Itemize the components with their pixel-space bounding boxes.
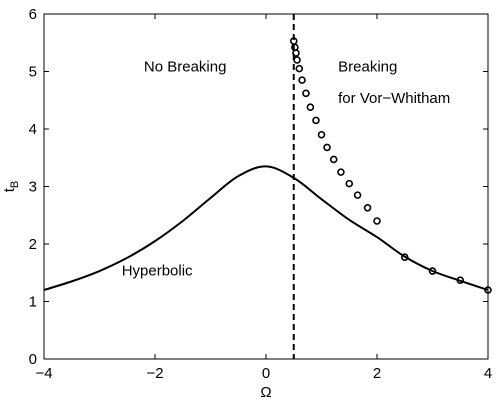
circle-marker-point xyxy=(373,217,381,225)
circle-marker-point xyxy=(317,130,326,139)
x-tick-label: 4 xyxy=(484,365,492,382)
solid-series-line xyxy=(43,165,489,291)
circle-marker-point xyxy=(312,116,320,125)
x-tick-label: −4 xyxy=(35,365,52,382)
y-tick-label: 6 xyxy=(29,6,37,23)
x-tick-label: −2 xyxy=(146,365,163,382)
y-axis-label-subscript: B xyxy=(9,181,21,188)
circle-marker-point xyxy=(323,143,331,152)
y-tick-label: 4 xyxy=(29,121,37,138)
circle-marker-point xyxy=(345,179,354,188)
series-layer xyxy=(43,14,492,359)
y-tick-label: 1 xyxy=(29,294,37,311)
x-tick-label: 0 xyxy=(262,365,270,382)
circle-marker-point xyxy=(329,155,338,164)
plot-frame xyxy=(43,13,489,360)
chart-annotation: Breaking xyxy=(338,59,397,76)
x-tick-label: 2 xyxy=(373,365,381,382)
chart-annotation: Hyperbolic xyxy=(122,263,193,280)
chart-annotation: No Breaking xyxy=(144,59,227,76)
circle-marker-point xyxy=(292,49,300,57)
circle-marker-point xyxy=(298,76,306,84)
circle-marker-point xyxy=(293,56,301,64)
y-axis-label-main: t xyxy=(1,187,18,192)
circle-marker-point xyxy=(353,191,362,199)
y-axis-label: tB xyxy=(1,181,21,193)
circle-marker-point xyxy=(428,267,437,275)
circle-marker-point xyxy=(337,168,345,176)
circle-marker-point xyxy=(306,103,315,111)
y-tick-label: 0 xyxy=(29,351,37,368)
chart-annotation: for Vor−Whitham xyxy=(338,90,450,107)
circle-marker-point xyxy=(400,253,409,262)
y-tick-label: 5 xyxy=(29,64,37,81)
circle-marker-point xyxy=(302,89,310,98)
annotation-layer: No Breaking Breaking for Vor−Whitham Hyperb… xyxy=(122,59,451,280)
circle-marker-point xyxy=(456,276,465,285)
circle-marker-point xyxy=(295,64,304,73)
y-tick-label: 3 xyxy=(29,179,37,196)
circle-marker-point xyxy=(363,203,372,212)
y-tick-label: 2 xyxy=(29,236,37,253)
x-axis-label: Ω xyxy=(260,384,271,401)
